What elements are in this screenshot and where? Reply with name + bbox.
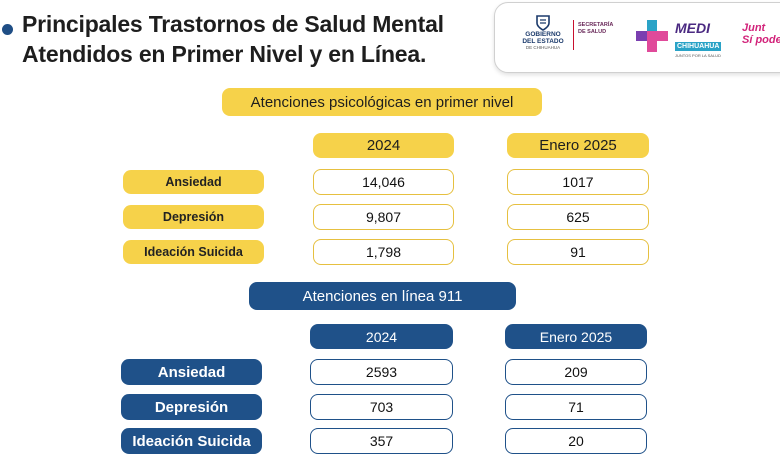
medi-cross-icon — [636, 20, 668, 52]
primer-nivel-depresion-2024: 9,807 — [313, 204, 454, 230]
linea-911-col-2024: 2024 — [310, 324, 453, 349]
secretaria-logo: SECRETARÍA DE SALUD — [578, 22, 628, 36]
primer-nivel-ideacion-2024: 1,798 — [313, 239, 454, 265]
logo-divider — [573, 20, 574, 50]
primer-nivel-heading: Atenciones psicológicas en primer nivel — [222, 88, 542, 116]
primer-nivel-ansiedad-2025: 1017 — [507, 169, 649, 195]
gobierno-text-1: GOBIERNO — [525, 31, 561, 38]
primer-nivel-ansiedad-2024: 14,046 — [313, 169, 454, 195]
linea-911-ansiedad-2025: 209 — [505, 359, 647, 385]
juntos-logo: Junt Sí pode — [742, 22, 780, 46]
juntos-text-1: Junt — [742, 22, 766, 34]
juntos-text-2: Sí pode — [742, 34, 780, 46]
secretaria-text-1: SECRETARÍA — [578, 22, 614, 28]
linea-911-depresion-2024: 703 — [310, 394, 453, 420]
primer-nivel-label-ansiedad: Ansiedad — [123, 170, 264, 194]
primer-nivel-col-enero-2025: Enero 2025 — [507, 133, 649, 158]
primer-nivel-ideacion-2025: 91 — [507, 239, 649, 265]
medi-slogan: JUNTOS POR LA SALUD — [675, 53, 721, 58]
linea-911-label-ideacion-suicida: Ideación Suicida — [121, 428, 262, 454]
gobierno-text-2: DEL ESTADO — [522, 38, 564, 45]
title-line-1: Principales Trastornos de Salud Mental — [22, 11, 444, 37]
primer-nivel-label-ideacion-suicida: Ideación Suicida — [123, 240, 264, 264]
linea-911-ansiedad-2024: 2593 — [310, 359, 453, 385]
linea-911-heading: Atenciones en línea 911 — [249, 282, 516, 310]
title-line-2: Atendidos en Primer Nivel y en Línea. — [22, 41, 427, 67]
secretaria-text-2: DE SALUD — [578, 29, 607, 35]
shield-icon — [536, 15, 550, 31]
linea-911-ideacion-2024: 357 — [310, 428, 453, 454]
gobierno-logo: GOBIERNO DEL ESTADO DE CHIHUAHUA — [514, 15, 572, 59]
linea-911-label-depresion: Depresión — [121, 394, 262, 420]
primer-nivel-depresion-2025: 625 — [507, 204, 649, 230]
medi-chihuahua-text: CHIHUAHUA — [675, 42, 722, 51]
linea-911-label-ansiedad: Ansiedad — [121, 359, 262, 385]
gobierno-text-3: DE CHIHUAHUA — [525, 45, 561, 50]
medi-logo: MEDI CHIHUAHUA JUNTOS POR LA SALUD — [675, 21, 735, 59]
linea-911-ideacion-2025: 20 — [505, 428, 647, 454]
linea-911-col-enero-2025: Enero 2025 — [505, 324, 647, 349]
primer-nivel-label-depresion: Depresión — [123, 205, 264, 229]
primer-nivel-col-2024: 2024 — [313, 133, 454, 158]
page-title: Principales Trastornos de Salud Mental A… — [22, 9, 492, 69]
title-bullet — [2, 24, 13, 35]
medi-text: MEDI — [675, 20, 710, 36]
linea-911-depresion-2025: 71 — [505, 394, 647, 420]
